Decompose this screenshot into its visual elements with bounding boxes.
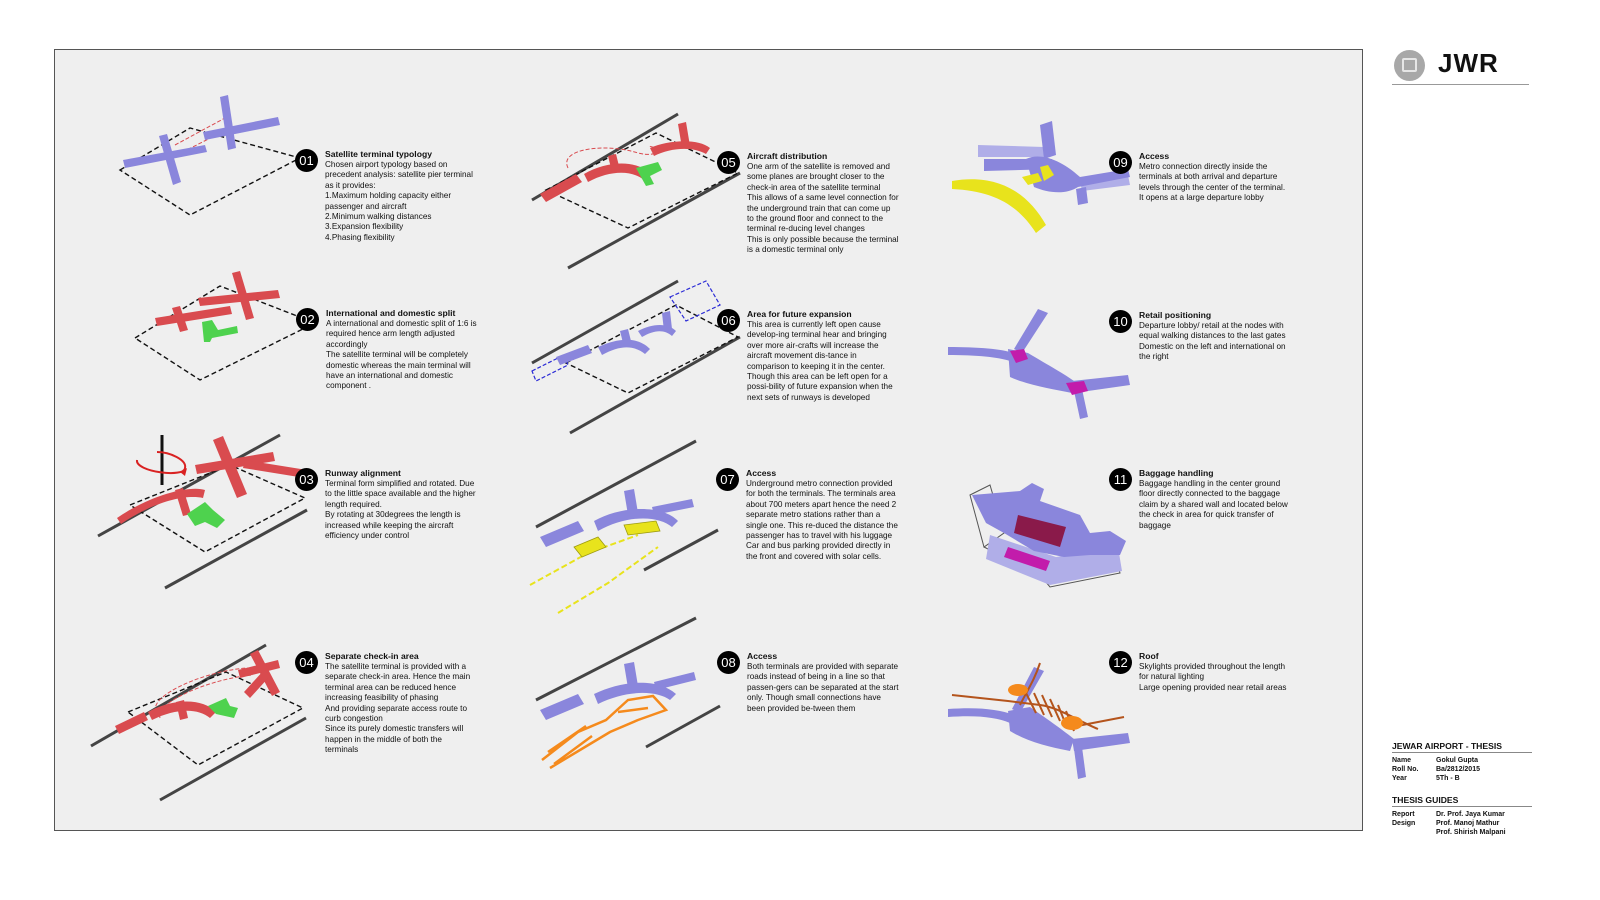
note-08: 08 Access Both terminals are provided wi… bbox=[717, 651, 899, 714]
note-body: One arm of the satellite is removed and … bbox=[747, 162, 899, 255]
note-05: 05 Aircraft distribution One arm of the … bbox=[717, 151, 899, 256]
diagram-04-separate-checkin bbox=[90, 643, 307, 802]
diagram-09-metro-lobby bbox=[952, 121, 1130, 233]
note-01: 01 Satellite terminal typology Chosen ai… bbox=[295, 149, 477, 243]
info-row: Roll No. Ba/2812/2015 bbox=[1392, 766, 1480, 773]
note-title: Separate check-in area bbox=[325, 651, 419, 661]
note-body: Terminal form simplified and rotated. Du… bbox=[325, 479, 476, 541]
note-title: Baggage handling bbox=[1139, 468, 1214, 478]
note-10: 10 Retail positioning Departure lobby/ r… bbox=[1109, 310, 1291, 363]
note-number-badge: 08 bbox=[717, 651, 740, 674]
note-title: International and domestic split bbox=[326, 308, 456, 318]
title-block: JEWAR AIRPORT - THESIS Name Gokul Gupta R… bbox=[1392, 741, 1532, 837]
guide-row: Report Dr. Prof. Jaya Kumar bbox=[1392, 811, 1505, 818]
diagram-11-baggage-handling bbox=[969, 483, 1126, 588]
note-body: A international and domestic split of 1:… bbox=[326, 319, 477, 391]
logo-text: JWR bbox=[1438, 48, 1499, 78]
note-02: 02 International and domestic split A in… bbox=[296, 308, 478, 392]
note-title: Access bbox=[746, 468, 777, 478]
note-number-badge: 01 bbox=[295, 149, 318, 172]
note-body: Underground metro connection provided fo… bbox=[746, 479, 898, 561]
diagram-08-road-access bbox=[535, 616, 721, 770]
note-11: 11 Baggage handling Baggage handling in … bbox=[1109, 468, 1291, 531]
note-title: Retail positioning bbox=[1139, 310, 1212, 320]
info-row: Year 5Th - B bbox=[1392, 775, 1460, 782]
diagram-03-runway-alignment bbox=[97, 433, 308, 590]
diagram-01-satellite-typology bbox=[118, 95, 302, 216]
note-body: Skylights provided throughout the length… bbox=[1139, 662, 1287, 692]
note-number-badge: 03 bbox=[295, 468, 318, 491]
note-06: 06 Area for future expansion This area i… bbox=[717, 309, 899, 403]
diagram-02-domestic-split bbox=[133, 271, 317, 381]
note-title: Roof bbox=[1139, 651, 1159, 661]
note-number-badge: 02 bbox=[296, 308, 319, 331]
note-title: Aircraft distribution bbox=[747, 151, 828, 161]
diagram-06-future-expansion bbox=[531, 279, 741, 435]
logo-divider bbox=[1392, 84, 1529, 85]
note-12: 12 Roof Skylights provided throughout th… bbox=[1109, 651, 1291, 693]
guide-row: Prof. Shirish Malpani bbox=[1436, 829, 1506, 836]
note-09: 09 Access Metro connection directly insi… bbox=[1109, 151, 1291, 204]
note-body: Chosen airport typology based on precede… bbox=[325, 160, 473, 242]
note-number-badge: 07 bbox=[716, 468, 739, 491]
info-row: Name Gokul Gupta bbox=[1392, 757, 1478, 764]
note-body: Departure lobby/ retail at the nodes wit… bbox=[1139, 321, 1286, 362]
note-body: Metro connection directly inside the ter… bbox=[1139, 162, 1286, 203]
note-title: Area for future expansion bbox=[747, 309, 852, 319]
diagram-05-aircraft-distribution bbox=[531, 112, 741, 270]
guides-title: THESIS GUIDES bbox=[1392, 795, 1532, 807]
note-body: The satellite terminal is provided with … bbox=[325, 662, 471, 755]
logo: JWR bbox=[1390, 48, 1530, 86]
note-title: Access bbox=[1139, 151, 1170, 161]
note-number-badge: 04 bbox=[295, 651, 318, 674]
note-title: Access bbox=[747, 651, 778, 661]
note-body: Both terminals are provided with separat… bbox=[747, 662, 899, 713]
note-07: 07 Access Underground metro connection p… bbox=[716, 468, 898, 562]
note-number-badge: 11 bbox=[1109, 468, 1132, 491]
building-plan-icon bbox=[1394, 50, 1425, 81]
note-title: Runway alignment bbox=[325, 468, 401, 478]
note-number-badge: 10 bbox=[1109, 310, 1132, 333]
note-body: Baggage handling in the center ground fl… bbox=[1139, 479, 1288, 530]
note-number-badge: 12 bbox=[1109, 651, 1132, 674]
note-number-badge: 06 bbox=[717, 309, 740, 332]
diagram-12-roof-skylights bbox=[948, 662, 1130, 779]
note-number-badge: 05 bbox=[717, 151, 740, 174]
note-title: Satellite terminal typology bbox=[325, 149, 432, 159]
note-number-badge: 09 bbox=[1109, 151, 1132, 174]
note-03: 03 Runway alignment Terminal form simpli… bbox=[295, 468, 477, 541]
diagram-10-retail-positioning bbox=[948, 309, 1130, 419]
note-body: This area is currently left open cause d… bbox=[747, 320, 893, 402]
note-04: 04 Separate check-in area The satellite … bbox=[295, 651, 477, 756]
project-title: JEWAR AIRPORT - THESIS bbox=[1392, 741, 1532, 753]
guide-row: Design Prof. Manoj Mathur bbox=[1392, 820, 1500, 827]
diagram-07-metro-access bbox=[529, 439, 719, 614]
